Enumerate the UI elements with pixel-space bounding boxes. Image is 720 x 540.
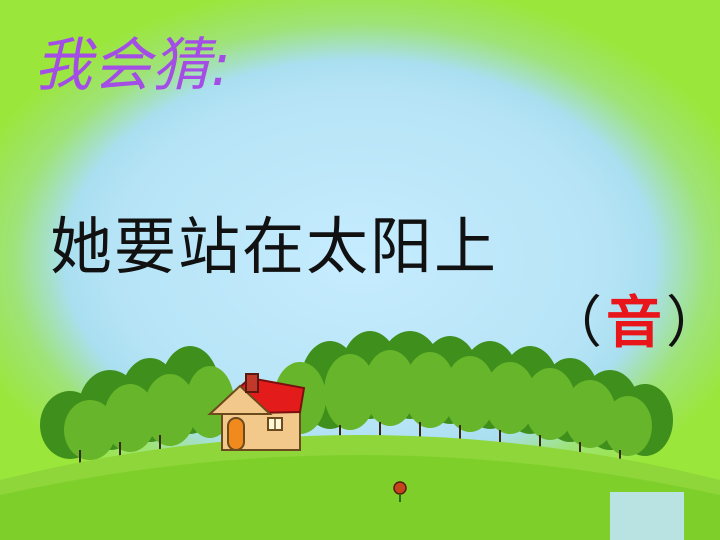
house-icon: [207, 373, 306, 451]
landscape-illustration: [0, 331, 720, 540]
answer-character: 音: [606, 291, 662, 356]
answer-open-paren: （: [546, 291, 602, 356]
slide-title: 我会猜:: [34, 31, 232, 99]
corner-box: [610, 492, 684, 540]
flower-icon: [393, 481, 407, 502]
answer: （音）: [546, 296, 720, 352]
riddle-text: 她要站在太阳上: [50, 210, 499, 283]
trees-icon: [40, 331, 673, 480]
answer-close-paren: ）: [666, 291, 720, 356]
